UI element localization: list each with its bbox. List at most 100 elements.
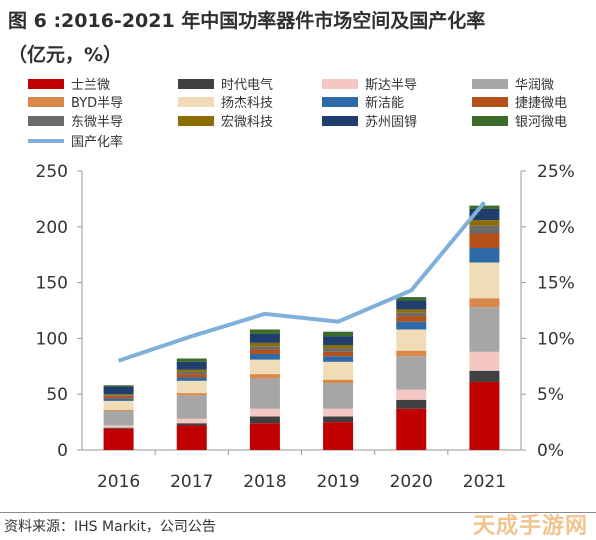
- bar-segment: [177, 393, 207, 395]
- bar-segment: [250, 343, 280, 346]
- bar-segment: [250, 379, 280, 409]
- y-left-tick-label: 100: [36, 329, 68, 349]
- bar-segment: [250, 346, 280, 349]
- legend-label: 银河微电: [515, 115, 567, 130]
- bar-segment: [323, 380, 353, 383]
- bar-segment: [104, 411, 134, 426]
- bar-segment: [323, 352, 353, 356]
- bar-segment: [177, 425, 207, 450]
- bar-segment: [104, 399, 134, 401]
- bar-segment: [323, 417, 353, 423]
- bar-segment: [469, 371, 499, 382]
- legend-label: 苏州固锝: [365, 114, 417, 130]
- source-note: 资料来源：IHS Markit，公司公告: [4, 516, 216, 536]
- x-tick-label: 2019: [316, 472, 359, 492]
- bar-segment: [104, 386, 134, 394]
- bar-segment: [469, 248, 499, 263]
- x-tick-label: 2021: [463, 472, 506, 492]
- y-right-tick-label: 5%: [537, 385, 564, 405]
- bar-segment: [469, 263, 499, 299]
- bar-segment: [396, 329, 426, 350]
- y-right-tick-label: 15%: [537, 274, 575, 294]
- bar-segment: [323, 383, 353, 409]
- x-tick-label: 2018: [243, 472, 286, 492]
- y-left-tick-label: 50: [46, 385, 68, 405]
- watermark-logo: 天成手游网: [473, 508, 588, 540]
- bar-segment: [250, 423, 280, 450]
- legend-swatch: [28, 79, 64, 89]
- bar-segment: [250, 374, 280, 378]
- bar-segment: [104, 429, 134, 450]
- bar-segment: [323, 345, 353, 348]
- legend-label: 斯达半导: [365, 78, 417, 93]
- x-tick-label: 2017: [170, 472, 213, 492]
- x-tick-label: 2016: [97, 472, 140, 492]
- bar-segment: [469, 233, 499, 248]
- legend-label: 宏微科技: [221, 115, 273, 130]
- bar-segment: [104, 401, 134, 410]
- bar-segment: [177, 419, 207, 423]
- y-left-tick-label: 200: [36, 218, 68, 238]
- legend-label: 国产化率: [71, 134, 123, 150]
- bar-segment: [396, 300, 426, 309]
- bar-segment: [104, 394, 134, 395]
- bar-segment: [177, 362, 207, 370]
- bar-segment: [396, 409, 426, 450]
- legend-swatch: [472, 116, 508, 126]
- bar-segment: [396, 309, 426, 312]
- bar-segment: [323, 332, 353, 336]
- y-right-tick-label: 25%: [537, 162, 575, 182]
- bar-segment: [396, 351, 426, 357]
- line-series-path: [119, 202, 485, 360]
- bar-segment: [323, 348, 353, 351]
- bar-segment: [250, 360, 280, 375]
- legend-swatch: [322, 79, 358, 89]
- legend-label: 捷捷微电: [515, 96, 567, 111]
- y-right-tick-label: 20%: [537, 218, 575, 238]
- bar-segment: [396, 390, 426, 400]
- bar-segment: [104, 428, 134, 429]
- bar-segment: [323, 356, 353, 362]
- bar-segment: [396, 400, 426, 409]
- bar-segment: [104, 396, 134, 398]
- legend-label: 新洁能: [365, 95, 404, 111]
- legend-label: 时代电气: [221, 77, 273, 93]
- bar-segment: [177, 372, 207, 374]
- legend-swatch: [28, 116, 64, 126]
- bar-segment: [250, 417, 280, 424]
- legend-swatch: [178, 79, 214, 89]
- bar-segment: [104, 425, 134, 427]
- legend-label: 东微半导: [71, 115, 123, 130]
- bar-segment: [323, 422, 353, 450]
- bar-segment: [469, 352, 499, 371]
- bar-segment: [104, 410, 134, 411]
- bar-segment: [323, 336, 353, 345]
- y-left-tick-label: 150: [36, 274, 68, 294]
- legend-swatch: [178, 97, 214, 107]
- bar-segment: [250, 329, 280, 333]
- bar-segment: [177, 358, 207, 361]
- legend-label: 华润微: [515, 78, 554, 93]
- bar-segment: [396, 313, 426, 316]
- bar-segment: [104, 395, 134, 396]
- bar-segment: [396, 297, 426, 300]
- bar-segment: [104, 385, 134, 386]
- bar-segment: [250, 350, 280, 354]
- bar-segment: [177, 423, 207, 425]
- legend-swatch: [322, 116, 358, 126]
- bar-segment: [469, 226, 499, 234]
- bar-segment: [177, 381, 207, 393]
- bar-segment: [469, 220, 499, 226]
- legend-swatch: [28, 97, 64, 107]
- bar-segment: [177, 377, 207, 380]
- legend-swatch: [322, 97, 358, 107]
- bar-segment: [250, 334, 280, 343]
- bar-segment: [396, 316, 426, 322]
- y-right-tick-label: 0%: [537, 441, 564, 461]
- bar-segment: [396, 322, 426, 330]
- bar-segment: [177, 374, 207, 377]
- y-left-tick-label: 0: [57, 441, 68, 461]
- bar-segment: [396, 356, 426, 389]
- y-left-tick-label: 250: [36, 162, 68, 182]
